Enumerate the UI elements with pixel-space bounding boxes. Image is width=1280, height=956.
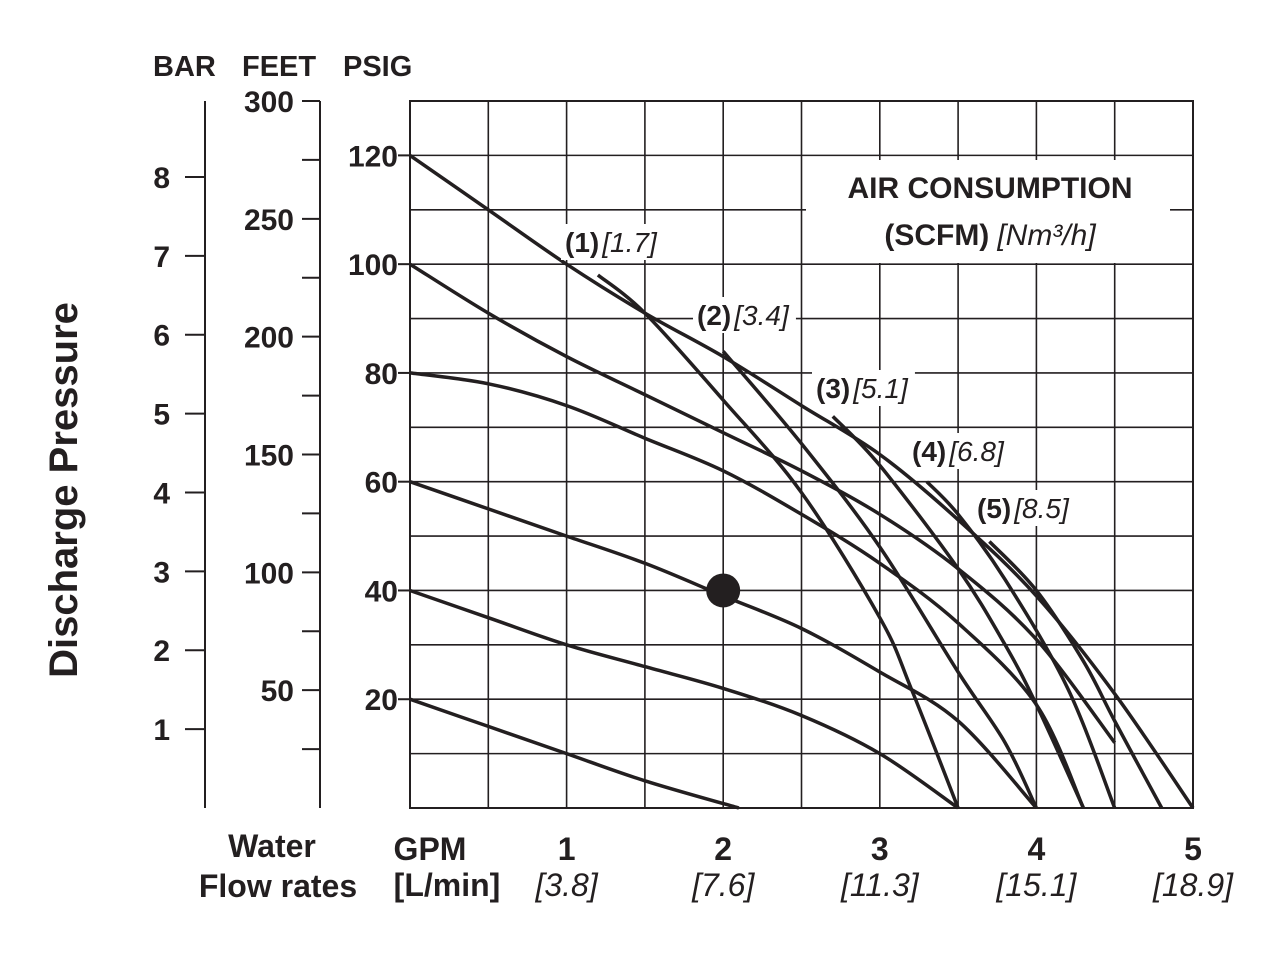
psig-tick-label: 60 [365, 467, 398, 500]
bar-tick-label: 6 [153, 320, 170, 353]
x-axis-title-line1: Water [228, 828, 316, 864]
legend-subtitle-scfm: (SCFM) [884, 219, 989, 252]
bar-tick-label: 2 [153, 635, 170, 668]
air-label-nm3h: [1.7] [601, 227, 658, 258]
psig-tick-label: 120 [348, 140, 398, 173]
air-label-scfm: (5) [977, 493, 1011, 524]
y-axis-title: Discharge Pressure [42, 302, 86, 678]
air-label-bg [908, 433, 1011, 469]
plot-grid [409, 100, 1194, 809]
air-label-nm3h: [8.5] [1013, 493, 1070, 524]
legend-subtitle-nm3h: [Nm³/h] [996, 219, 1096, 252]
feet-axis-ticks: 50 100 150 200 250 300 [244, 86, 320, 751]
air-consumption-labels: (1) [1.7] (2) [3.4] (3) [5.1] (4) [6.8] (5) [8.5] [561, 224, 1076, 526]
pressure-curve-20 [409, 697, 740, 810]
air-label-scfm: (2) [697, 300, 731, 331]
feet-tick-label: 200 [244, 322, 294, 355]
bar-axis-header: BAR [153, 51, 216, 83]
x-tick-lpm-label: [15.1] [995, 867, 1077, 903]
x-tick-lpm-label: [11.3] [840, 867, 920, 903]
x-unit-gpm: GPM [394, 831, 467, 867]
feet-tick-label: 150 [244, 440, 294, 473]
air-label-nm3h: [3.4] [733, 300, 790, 331]
x-tick-gpm-label: 1 [558, 831, 576, 867]
air-consumption-label-5: (5) [8.5] [977, 493, 1070, 524]
psig-tick-label: 100 [348, 249, 398, 282]
x-tick-lpm-label: [18.9] [1152, 867, 1234, 903]
x-axis-ticks: 1[3.8] 2[7.6] 3[11.3] 4[15.1] 5[18.9] [534, 831, 1234, 903]
pressure-curve-120 [409, 153, 1195, 809]
air-label-bg [973, 490, 1076, 526]
bar-tick-label: 8 [153, 162, 170, 195]
air-consumption-curve-5 [988, 540, 1164, 809]
feet-tick-label: 300 [244, 86, 294, 119]
psig-axis-header: PSIG [343, 51, 412, 83]
bar-tick-label: 5 [153, 399, 170, 432]
psig-tick-label: 40 [365, 575, 398, 608]
feet-tick-label: 100 [244, 557, 294, 590]
air-consumption-label-2: (2) [3.4] [697, 300, 790, 331]
psig-axis-ticks: 20 40 60 80 100 120 [348, 140, 410, 717]
feet-tick-label: 250 [244, 204, 294, 237]
x-tick-gpm-label: 3 [871, 831, 889, 867]
air-consumption-curve-2 [721, 350, 1038, 809]
air-consumption-label-3: (3) [5.1] [816, 373, 909, 404]
x-axis-title-line2: Flow rates [199, 868, 357, 904]
air-consumption-curve-4 [925, 480, 1117, 809]
air-consumption-curve-1 [596, 273, 960, 809]
air-consumption-label-4: (4) [6.8] [912, 436, 1005, 467]
bar-tick-label: 4 [153, 477, 170, 510]
pressure-curve-40 [409, 588, 960, 810]
psig-tick-label: 20 [365, 684, 398, 717]
air-label-scfm: (4) [912, 436, 946, 467]
legend-box [806, 160, 1170, 263]
bar-tick-label: 7 [153, 241, 170, 274]
operating-point-layer [706, 573, 741, 608]
x-tick-lpm-label: [3.8] [534, 867, 598, 903]
air-label-bg [693, 297, 796, 333]
feet-axis-header: FEET [242, 51, 316, 83]
x-tick-gpm-label: 4 [1028, 831, 1046, 867]
pressure-curves [409, 153, 1195, 810]
psig-tick-label: 80 [365, 358, 398, 391]
air-consumption-curves [596, 273, 1164, 809]
legend-title: AIR CONSUMPTION [848, 172, 1133, 205]
bar-axis-ticks: 1 2 3 4 5 6 7 8 [153, 162, 205, 747]
bar-tick-label: 3 [153, 556, 170, 589]
air-consumption-label-1: (1) [1.7] [565, 227, 658, 258]
x-tick-gpm-label: 5 [1184, 831, 1202, 867]
x-unit-lpm: [L/min] [394, 867, 501, 903]
legend-subtitle: (SCFM) [Nm³/h] [884, 219, 1096, 252]
x-tick-gpm-label: 2 [714, 831, 732, 867]
x-tick-lpm-label: [7.6] [691, 867, 755, 903]
air-label-nm3h: [5.1] [852, 373, 909, 404]
air-label-bg [812, 370, 915, 406]
air-label-bg [561, 224, 664, 260]
operating-point-dot [706, 573, 741, 608]
air-label-scfm: (3) [816, 373, 850, 404]
bar-tick-label: 1 [153, 714, 170, 747]
feet-tick-label: 50 [261, 675, 294, 708]
air-consumption-curve-3 [831, 415, 1085, 809]
pressure-curve-80 [409, 371, 1085, 809]
air-label-nm3h: [6.8] [948, 436, 1005, 467]
air-label-scfm: (1) [565, 227, 599, 258]
